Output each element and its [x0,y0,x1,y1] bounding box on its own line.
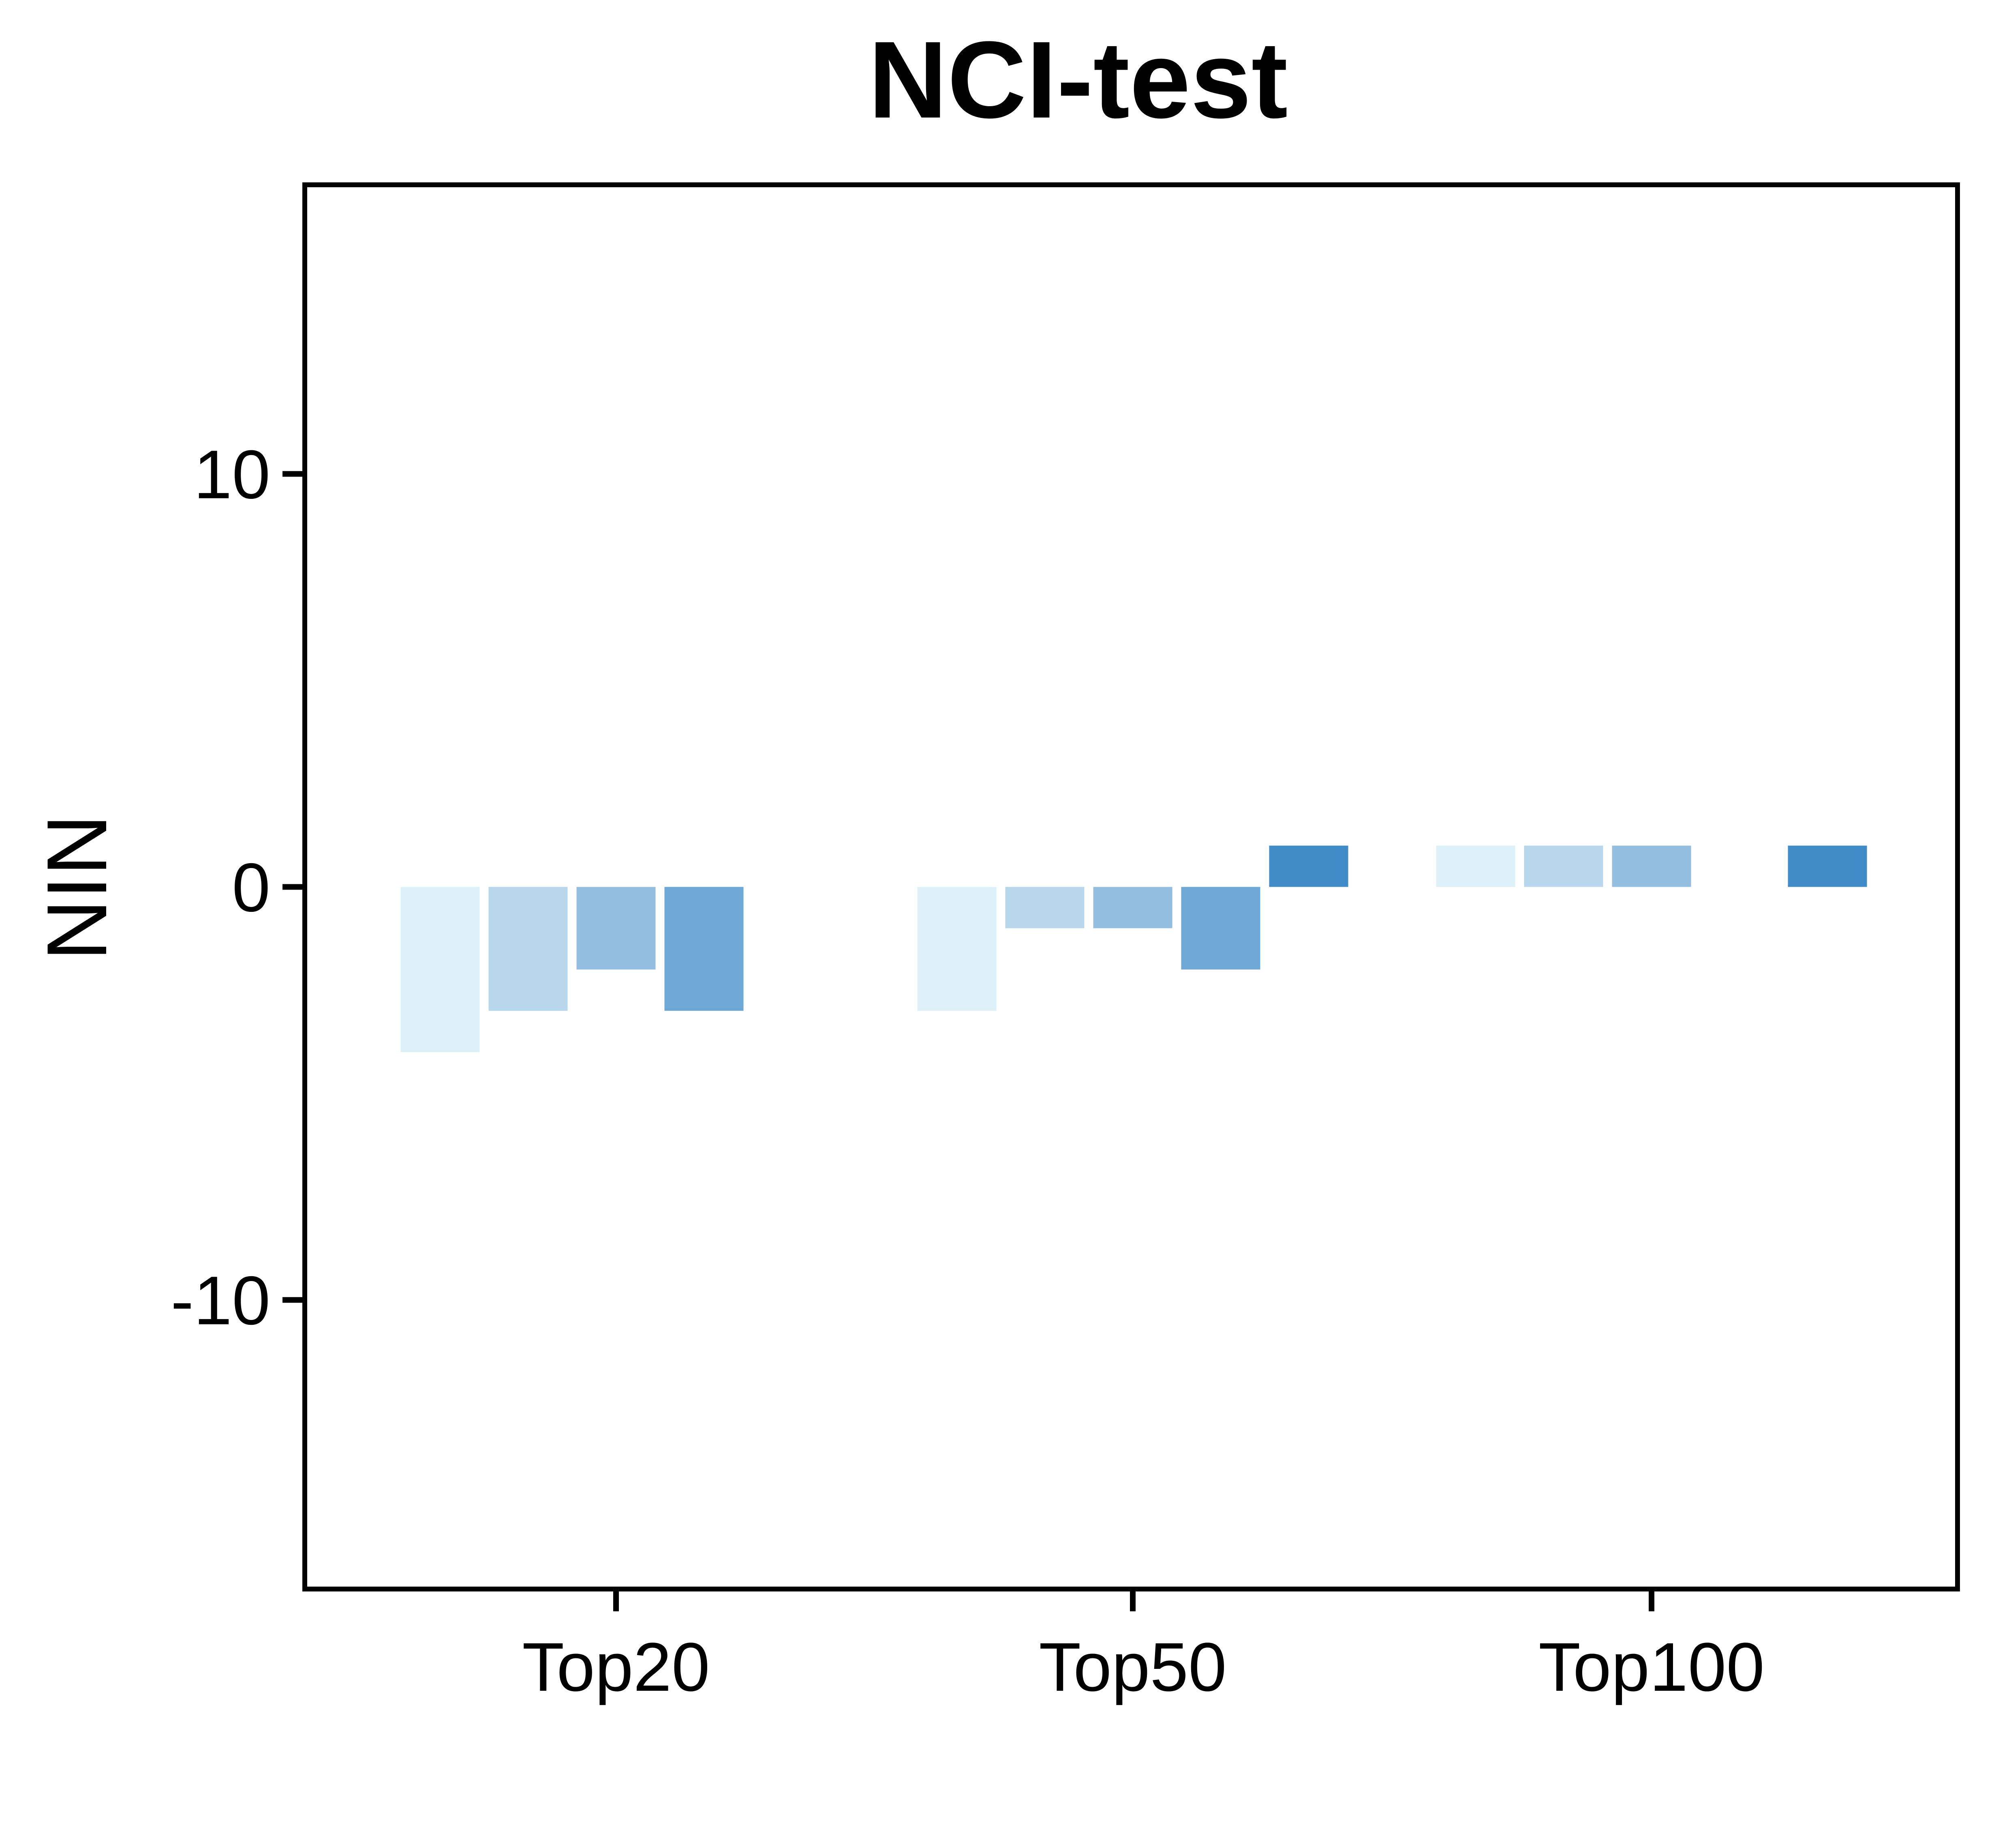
bar-top100-series-1 [1436,845,1515,887]
bar-top50-series-1 [917,887,997,1011]
bar-top50-series-2 [1005,887,1085,928]
bar-top50-series-3 [1093,887,1172,928]
plot-frame [302,182,1960,1591]
x-tick-label-top20: Top20 [522,1629,710,1706]
y-tick-label-0: 0 [232,849,270,926]
chart-title: NCI-test [868,19,1288,141]
x-tick-label-top50: Top50 [1039,1629,1226,1706]
y-tick-label-10: 10 [194,436,270,513]
bar-top20-series-4 [664,887,744,1011]
x-tick-label-top100: Top100 [1538,1629,1765,1706]
y-tick-label-neg10: -10 [171,1262,270,1339]
y-axis-label: NIN [29,814,124,961]
ticks-layer: Top20 Top50 Top100 10 0 -10 [171,436,1765,1706]
bar-top100-series-5 [1788,845,1867,887]
bar-top100-series-3 [1612,845,1691,887]
bar-top100-series-2 [1524,845,1603,887]
bar-top20-series-3 [576,887,656,970]
bar-top50-series-4 [1181,887,1260,970]
bar-top20-series-1 [400,887,480,1052]
bar-top50-series-5 [1269,845,1348,887]
bars-layer [400,845,1867,1052]
bar-top20-series-2 [488,887,568,1011]
